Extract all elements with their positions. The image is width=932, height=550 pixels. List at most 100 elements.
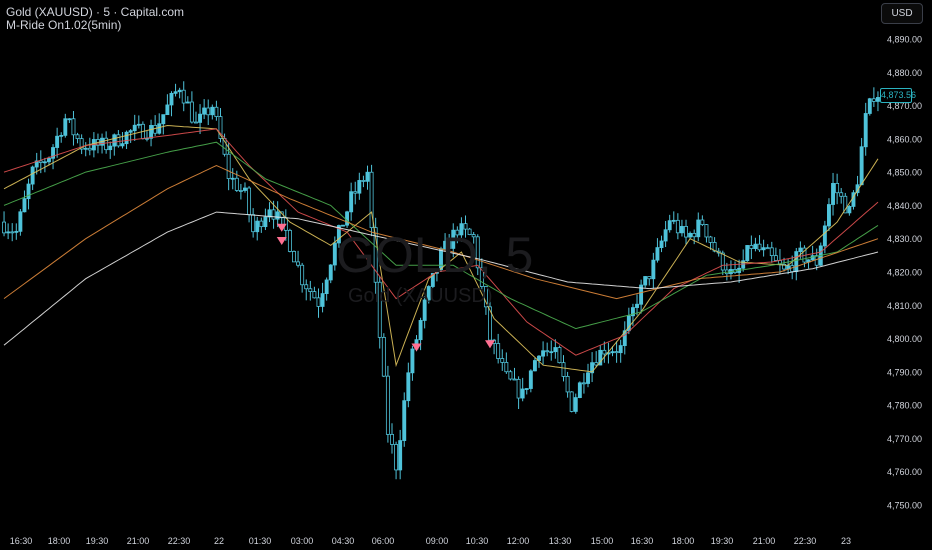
candle-body	[87, 147, 92, 151]
candle-body	[859, 146, 864, 186]
candle-body	[667, 220, 672, 231]
candle-body	[704, 224, 709, 238]
signals-layer	[276, 223, 496, 352]
candle-body	[124, 131, 129, 145]
candle-body	[2, 221, 6, 234]
candle-body	[524, 388, 529, 390]
time-axis-label: 18:00	[672, 536, 695, 546]
sell-signal-marker	[485, 340, 496, 349]
candle-body	[104, 137, 109, 151]
price-axis-label: 4,840.00	[887, 201, 922, 211]
candle-body	[161, 114, 166, 125]
candle-body	[712, 242, 717, 252]
time-axis-label: 22:30	[794, 536, 817, 546]
candle-body	[55, 135, 60, 148]
price-axis-label: 4,770.00	[887, 434, 922, 444]
candle-body	[549, 351, 554, 354]
candle-body	[165, 104, 170, 116]
candle-body	[827, 204, 831, 227]
time-axis-label: 22:30	[168, 536, 191, 546]
candle-body	[234, 177, 239, 191]
time-axis-label: 16:30	[631, 536, 654, 546]
candle-body	[353, 191, 358, 194]
candle-body	[357, 180, 362, 194]
candle-body	[230, 177, 235, 180]
candle-body	[316, 297, 321, 307]
candle-body	[361, 180, 366, 182]
candle-body	[610, 351, 615, 354]
candle-body	[120, 143, 125, 147]
candle-body	[128, 130, 133, 133]
time-axis-label: 04:30	[332, 536, 355, 546]
candle-body	[586, 372, 590, 384]
candle-body	[622, 330, 627, 346]
candle-body	[614, 351, 619, 354]
candle-body	[394, 444, 399, 471]
candle-body	[565, 376, 570, 393]
candle-body	[471, 234, 476, 238]
candle-body	[312, 291, 317, 299]
candle-body	[377, 281, 382, 338]
candle-body	[630, 307, 635, 317]
candle-body	[132, 124, 137, 132]
candle-body	[26, 183, 31, 200]
candle-body	[198, 113, 203, 123]
candle-body	[463, 223, 468, 230]
candle-body	[798, 247, 803, 252]
candle-body	[675, 219, 680, 234]
price-axis[interactable]: 4,890.00 4,880.00 4,870.00 4,860.00 4,850.00…	[887, 35, 922, 511]
candle-body	[545, 350, 550, 353]
candle-body	[181, 89, 186, 104]
candle-body	[169, 92, 174, 106]
candle-body	[577, 382, 582, 398]
candle-body	[194, 121, 198, 124]
time-axis-label: 23	[841, 536, 851, 546]
time-axis[interactable]: 16:30 18:00 19:30 21:00 22:30 22 01:30 03:00 04:…	[10, 536, 851, 546]
candle-body	[185, 101, 190, 104]
candle-body	[643, 276, 648, 286]
candle-body	[831, 183, 835, 205]
candle-body	[149, 125, 154, 139]
candle-body	[835, 183, 840, 194]
price-axis-label: 4,790.00	[887, 367, 922, 377]
time-axis-label: 19:30	[711, 536, 734, 546]
candle-body	[430, 272, 435, 287]
candle-body	[696, 219, 701, 238]
indicator-label[interactable]: M-Ride On1.02(5min)	[6, 18, 122, 32]
time-axis-label: 16:30	[10, 536, 33, 546]
candle-body	[267, 209, 272, 218]
chart-title[interactable]: Gold (XAUUSD) · 5 · Capital.com	[6, 5, 185, 19]
time-axis-label: 12:00	[507, 536, 530, 546]
candle-body	[398, 440, 403, 471]
candle-body	[247, 187, 252, 216]
candle-body	[782, 264, 786, 270]
candle-body	[443, 240, 448, 250]
moving-averages-layer	[3, 124, 879, 373]
candle-body	[75, 134, 80, 140]
price-axis-label: 4,800.00	[887, 334, 922, 344]
sell-signal-marker	[276, 223, 287, 232]
candle-body	[455, 229, 460, 236]
candle-body	[157, 123, 162, 134]
moving-average-line-5	[3, 211, 879, 346]
candle-body	[700, 219, 705, 226]
candle-body	[479, 267, 484, 287]
candle-body	[238, 190, 243, 192]
candle-body	[655, 247, 660, 261]
candle-body	[189, 101, 194, 123]
candle-body	[688, 232, 693, 238]
candle-body	[345, 211, 350, 226]
candle-body	[557, 347, 562, 364]
candle-body	[618, 345, 623, 354]
candle-body	[6, 231, 11, 234]
candle-body	[598, 349, 603, 366]
currency-button[interactable]: USD	[881, 3, 923, 24]
candle-body	[684, 226, 688, 238]
candle-body	[822, 225, 827, 247]
candle-body	[418, 320, 423, 341]
candle-body	[304, 284, 309, 290]
candle-body	[451, 229, 456, 249]
candle-body	[532, 360, 537, 372]
candle-body	[271, 209, 276, 220]
